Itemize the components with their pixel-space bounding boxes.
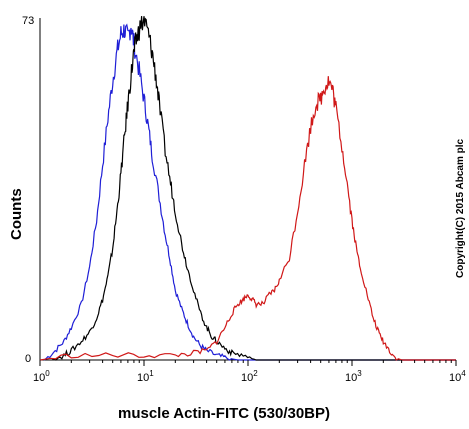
series-layer	[39, 16, 456, 361]
y-axis-label: Counts	[8, 188, 25, 240]
x-axis-label: muscle Actin-FITC (530/30BP)	[118, 405, 330, 422]
y-tick-label-max: 73	[22, 15, 34, 27]
plot-area: 100 101 102 103 104	[33, 16, 466, 384]
x-tick-label: 102	[241, 369, 258, 384]
x-tick-label: 101	[137, 369, 154, 384]
y-tick-label-min: 0	[25, 353, 31, 365]
x-tick-label: 100	[33, 369, 50, 384]
copyright-annotation: Copyright(C) 2015 Abcam plc	[455, 138, 466, 278]
histogram-series-1	[43, 23, 456, 361]
x-tick-layer: 100 101 102 103 104	[33, 360, 466, 384]
x-tick-label: 104	[449, 369, 466, 384]
x-tick-label: 103	[345, 369, 362, 384]
histogram-series-3	[39, 76, 456, 361]
histogram-series-2	[51, 16, 456, 361]
